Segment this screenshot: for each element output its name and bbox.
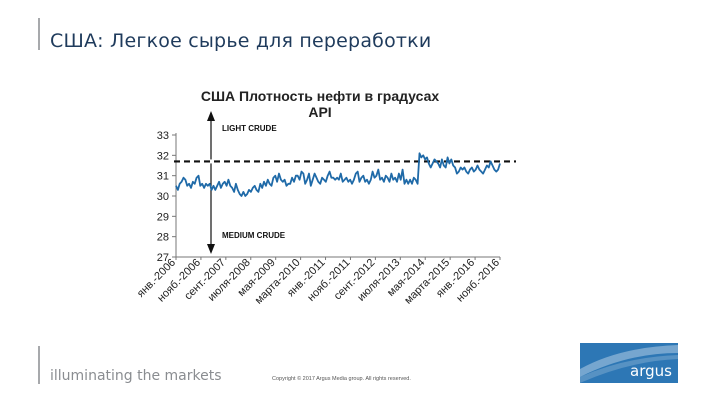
page-title: США: Легкое сырье для переработки xyxy=(50,30,432,52)
y-tick-label: 32 xyxy=(157,150,169,162)
arrow-down-icon xyxy=(207,244,215,254)
chart-title-line-1: США Плотность нефти в градусах xyxy=(201,88,440,104)
tagline: illuminating the markets xyxy=(50,368,222,384)
y-tick-label: 29 xyxy=(157,211,169,223)
arrow-up-icon xyxy=(207,111,215,121)
top-accent-rule xyxy=(38,18,40,50)
y-axis: 27 28 29 30 31 32 33 xyxy=(157,130,177,264)
api-gravity-series-line xyxy=(175,152,501,197)
y-tick-label: 28 xyxy=(157,232,169,244)
y-tick-label: 33 xyxy=(157,130,169,142)
light-crude-label: LIGHT CRUDE xyxy=(222,124,277,133)
argus-logo: argus xyxy=(580,343,678,383)
chart-title-line-2: API xyxy=(308,104,331,120)
annotations-layer: LIGHT CRUDE MEDIUM CRUDE xyxy=(207,111,286,254)
y-tick-label: 30 xyxy=(157,191,169,203)
copyright-notice: Copyright © 2017 Argus Media group. All … xyxy=(272,376,411,382)
y-tick-label: 27 xyxy=(157,252,169,264)
bottom-accent-rule xyxy=(38,346,40,384)
medium-crude-label: MEDIUM CRUDE xyxy=(222,231,286,240)
y-tick-label: 31 xyxy=(157,171,169,183)
logo-swoosh-icon xyxy=(580,345,678,383)
logo-text: argus xyxy=(630,362,672,380)
x-axis: янв.-2006нояб.-2006сент.-2007июля-2008ма… xyxy=(135,256,502,307)
